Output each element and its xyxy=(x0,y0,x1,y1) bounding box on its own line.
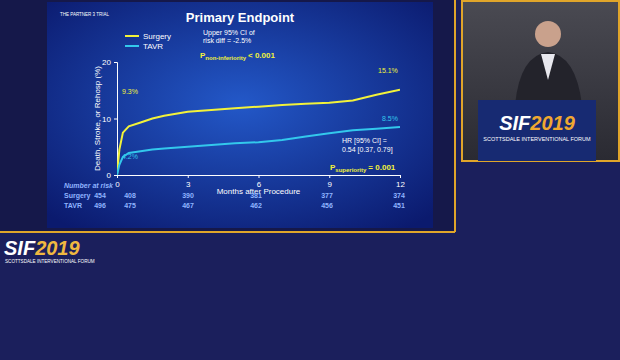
annotation-part: = 0.001 xyxy=(368,163,395,172)
y-tick-label: 0 xyxy=(107,171,112,180)
annotation-subscript: non-inferiority xyxy=(205,55,246,61)
annotation: 9.3% xyxy=(122,88,138,95)
annotation: Psuperiority= 0.001 xyxy=(330,163,396,173)
y-tick-label: 20 xyxy=(102,58,111,67)
risk-row-label: TAVR xyxy=(64,202,82,209)
annotation: 8.5% xyxy=(382,115,398,122)
risk-value: 374 xyxy=(393,192,405,199)
y-tick: 10 xyxy=(102,115,117,124)
x-tick-label: 3 xyxy=(186,180,191,189)
frame-line xyxy=(0,231,455,233)
plot-area xyxy=(117,90,400,175)
risk-value: 381 xyxy=(250,192,262,199)
chart-logo: THE PARTNER 3 TRIAL xyxy=(60,12,110,17)
risk-value: 454 xyxy=(94,192,106,199)
risk-value: 456 xyxy=(321,202,333,209)
y-tick-mark xyxy=(114,119,117,120)
y-tick-mark xyxy=(114,62,117,63)
annotation: 15.1% xyxy=(378,67,398,74)
risk-title: Number at risk xyxy=(64,182,114,189)
y-tick-label: 10 xyxy=(102,115,111,124)
risk-value: 408 xyxy=(124,192,136,199)
x-tick-mark xyxy=(329,175,330,178)
y-axis-line xyxy=(114,63,118,176)
x-tick-mark xyxy=(259,175,260,178)
chart-title: Primary Endpoint xyxy=(186,10,295,25)
page: SIF2019SCOTTSDALE INTERVENTIONAL FORUMSI… xyxy=(0,0,620,360)
podium-logo: SIF2019 xyxy=(499,112,575,134)
event-logo-subtext: SCOTTSDALE INTERVENTIONAL FORUM xyxy=(5,259,95,264)
series-line xyxy=(117,127,400,175)
annotation: 4.2% xyxy=(122,153,138,160)
legend-swatch xyxy=(125,45,139,47)
y-tick: 20 xyxy=(102,58,117,67)
event-logo: SIF2019 xyxy=(4,237,80,259)
annotation: 0.54 [0.37, 0.79] xyxy=(342,146,393,154)
risk-value: 377 xyxy=(321,192,333,199)
video xyxy=(462,1,619,161)
x-axis-line xyxy=(118,176,401,179)
annotation: risk diff = -2.5% xyxy=(203,37,251,44)
annotation: Pnon-inferiority< 0.001 xyxy=(200,51,275,61)
frame-line xyxy=(454,0,456,232)
upper-band xyxy=(0,0,455,232)
risk-value: 451 xyxy=(393,202,405,209)
risk-value: 462 xyxy=(250,202,262,209)
event-logo-part: 2019 xyxy=(34,237,80,259)
y-tick-mark xyxy=(114,175,117,176)
x-tick: 3 xyxy=(186,175,191,189)
annotation: HR [95% CI] = xyxy=(342,137,387,145)
x-tick: 0 xyxy=(115,175,120,189)
y-tick: 0 xyxy=(107,171,117,180)
x-tick-mark xyxy=(188,175,189,178)
annotation-part: < 0.001 xyxy=(248,51,275,60)
legend-label: Surgery xyxy=(143,32,171,41)
annotation: Upper 95% CI of xyxy=(203,29,255,37)
x-tick-label: 9 xyxy=(328,180,333,189)
slide xyxy=(47,2,433,228)
background xyxy=(0,0,620,360)
x-tick-label: 0 xyxy=(115,180,120,189)
podium-subtext: SCOTTSDALE INTERVENTIONAL FORUM xyxy=(483,136,591,142)
risk-value: 467 xyxy=(182,202,194,209)
x-tick-label: 12 xyxy=(396,180,405,189)
podium-logo-part: SIF xyxy=(499,112,531,134)
podium-logo-part: 2019 xyxy=(529,112,575,134)
legend-label: TAVR xyxy=(143,42,163,51)
risk-value: 496 xyxy=(94,202,106,209)
risk-value: 475 xyxy=(124,202,136,209)
x-tick-mark xyxy=(400,175,401,178)
series-line xyxy=(117,90,400,175)
y-axis-title: Death, Stroke, or Rehosp (%) xyxy=(93,66,102,171)
speaker-body xyxy=(515,52,582,105)
x-tick: 12 xyxy=(396,175,405,189)
legend: SurgeryTAVR xyxy=(125,32,171,51)
event-logo-part: SIF xyxy=(4,237,36,259)
speaker-head xyxy=(535,21,561,47)
speaker-shirt xyxy=(541,54,555,80)
annotation-subscript: superiority xyxy=(335,167,367,173)
risk-row-label: Surgery xyxy=(64,192,91,200)
y-axis: 0 10 20 xyxy=(102,58,117,180)
x-tick: 9 xyxy=(328,175,333,189)
risk-value: 390 xyxy=(182,192,194,199)
legend-swatch xyxy=(125,35,139,37)
podium xyxy=(478,100,596,161)
